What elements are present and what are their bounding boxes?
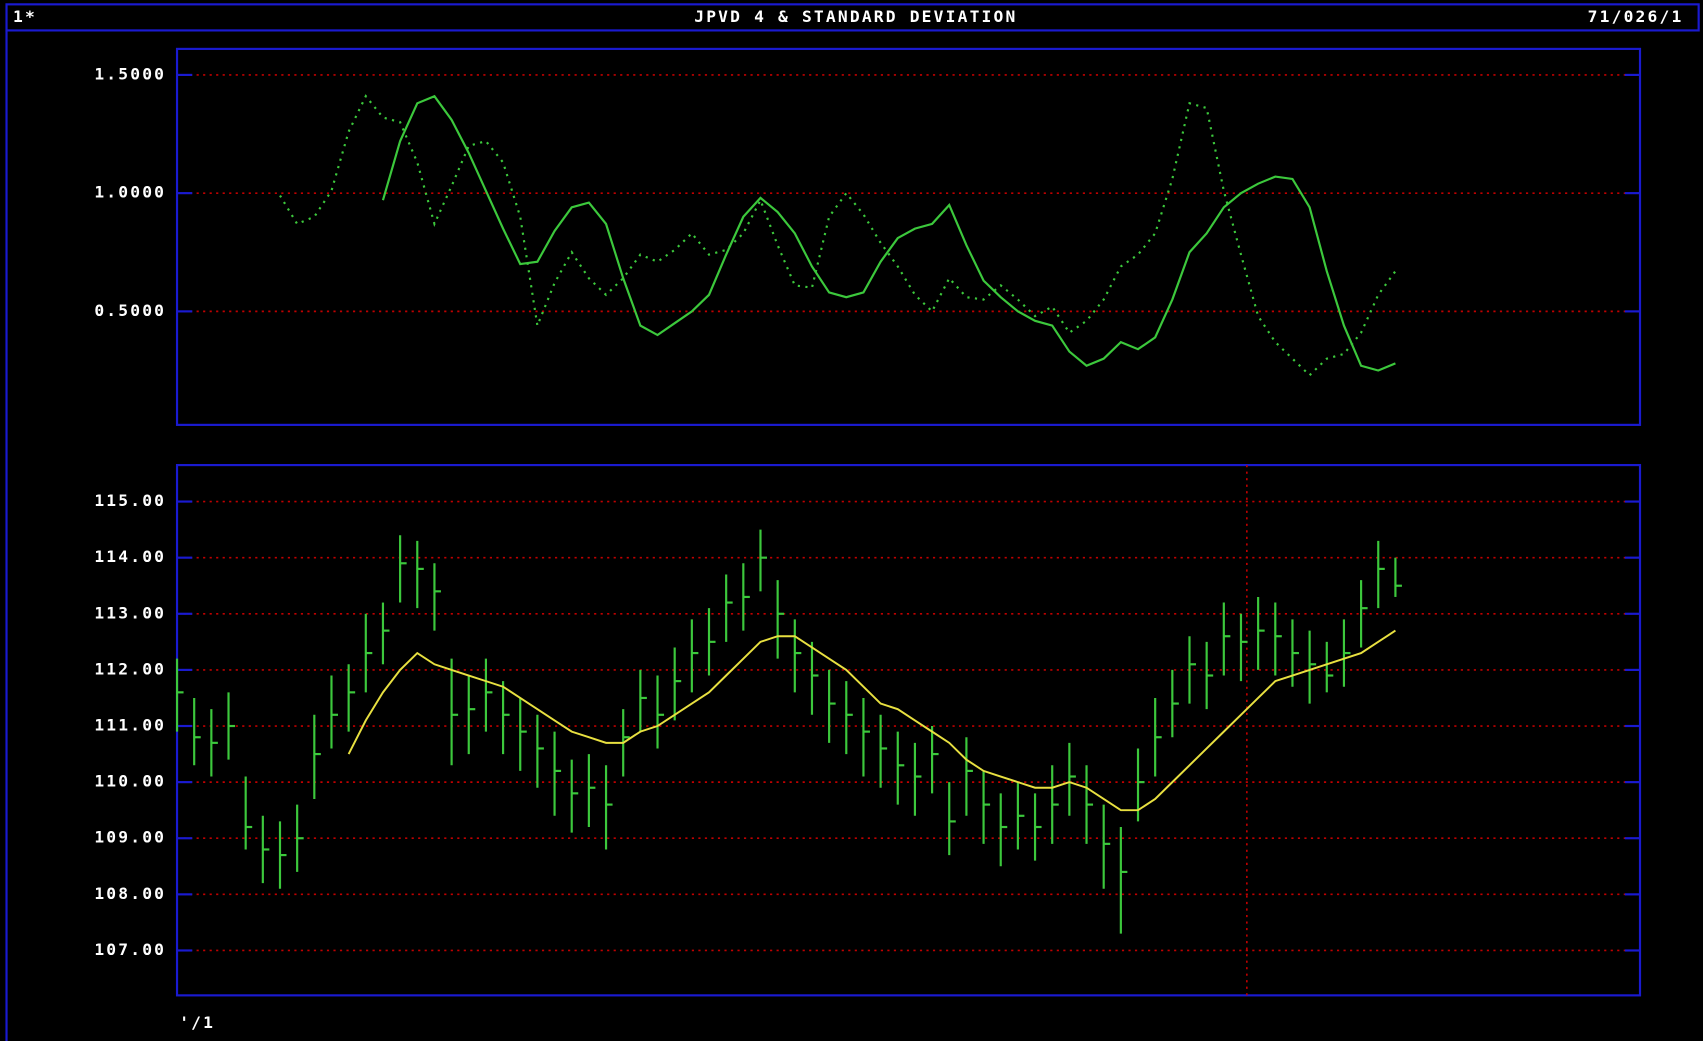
x-axis-label: '/1 bbox=[179, 1013, 215, 1032]
y-tick-label: 109.00 bbox=[94, 828, 166, 847]
y-tick-label: 112.00 bbox=[94, 659, 166, 678]
header-right: 71/026/1 bbox=[1588, 7, 1684, 26]
y-tick-label: 1.0000 bbox=[94, 183, 166, 202]
y-tick-label: 113.00 bbox=[94, 603, 166, 622]
y-tick-label: 108.00 bbox=[94, 884, 166, 903]
std-line bbox=[279, 94, 1397, 377]
std-line bbox=[381, 94, 1396, 372]
y-tick-label: 1.5000 bbox=[94, 64, 166, 83]
header-left: 1* bbox=[13, 7, 37, 26]
y-tick-label: 107.00 bbox=[94, 940, 166, 959]
y-tick-label: 0.5000 bbox=[94, 301, 166, 320]
y-tick-label: 115.00 bbox=[94, 491, 166, 510]
y-tick-label: 114.00 bbox=[94, 547, 166, 566]
y-tick-label: 111.00 bbox=[94, 716, 166, 735]
header-bar bbox=[5, 3, 1700, 32]
header-title: JPVD 4 & STANDARD DEVIATION bbox=[694, 7, 1017, 26]
moving-average bbox=[347, 629, 1396, 812]
plot-frame bbox=[175, 47, 1642, 426]
y-tick-label: 110.00 bbox=[94, 772, 166, 791]
